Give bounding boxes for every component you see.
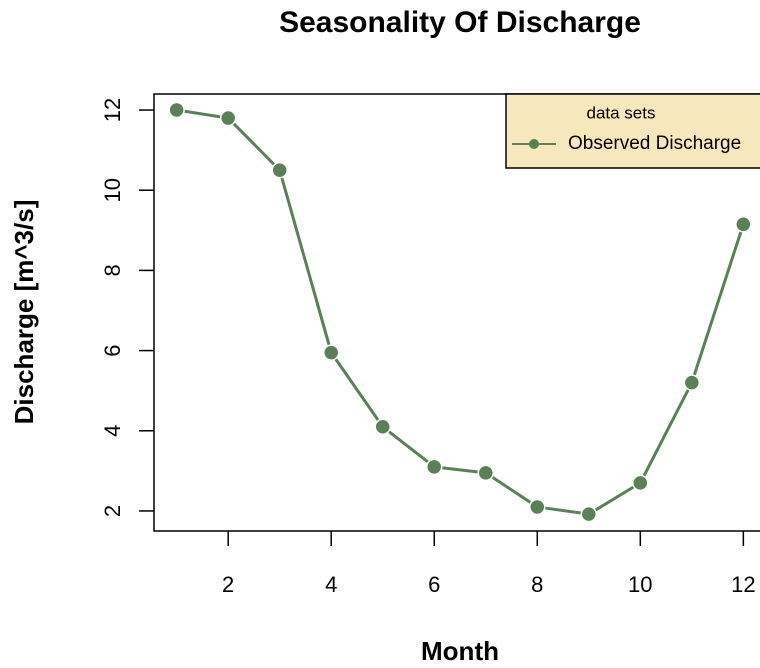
data-point <box>322 344 340 361</box>
x-tick-label: 8 <box>531 572 543 597</box>
data-point <box>168 101 185 119</box>
legend-marker <box>529 139 539 149</box>
y-tick-label: 10 <box>100 178 125 202</box>
x-tick-label: 6 <box>428 572 440 597</box>
y-axis-label: Discharge [m^3/s] <box>9 200 39 425</box>
data-point <box>683 374 701 391</box>
chart-title: Seasonality Of Discharge <box>279 6 641 39</box>
x-axis-label: Month <box>421 636 499 666</box>
plot-box <box>153 93 760 532</box>
data-point <box>425 458 443 476</box>
legend-title: data sets <box>587 103 656 122</box>
data-point <box>632 474 649 492</box>
data-line <box>176 108 745 516</box>
data-point <box>477 464 495 482</box>
data-point <box>219 109 237 127</box>
y-tick-label: 12 <box>100 98 125 122</box>
legend-box <box>505 93 760 169</box>
x-tick-label: 10 <box>628 572 652 597</box>
data-point <box>735 216 752 233</box>
y-tick-label: 2 <box>100 505 125 517</box>
x-tick-label: 2 <box>222 572 234 597</box>
y-tick-label: 4 <box>100 425 125 437</box>
y-tick-label: 6 <box>100 344 125 356</box>
data-point <box>580 505 598 523</box>
data-point <box>529 498 546 516</box>
data-point <box>271 161 288 179</box>
data-point <box>374 418 391 436</box>
x-tick-label: 12 <box>731 572 755 597</box>
y-tick-label: 8 <box>100 264 125 276</box>
legend-label: Observed Discharge <box>568 133 741 154</box>
x-tick-label: 4 <box>325 572 337 597</box>
